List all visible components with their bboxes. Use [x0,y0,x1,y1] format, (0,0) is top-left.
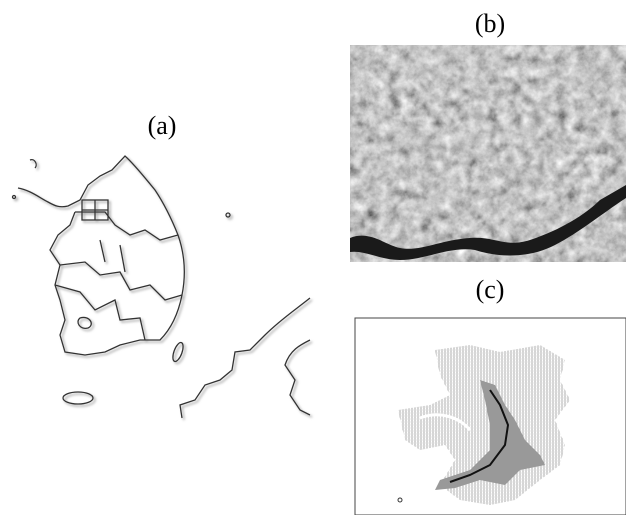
island [78,317,91,328]
satellite-image [350,45,626,262]
page: {"panels": [{"label": "(a)"}, {"label": … [0,0,626,515]
korea-map [13,156,311,418]
island [171,341,185,363]
study-area-grid [82,200,108,220]
panel-label: (c) [476,275,505,304]
coast [30,160,36,168]
island [13,196,16,199]
grid-map [355,318,626,515]
figure: (a) (b) (c) [0,0,626,515]
japan-coast [180,298,310,418]
peninsula-outline [18,156,184,355]
province-border [75,212,178,240]
island [226,213,230,217]
province-border [60,262,182,300]
panel-label: (a) [148,111,177,140]
panel-label: (b) [475,9,505,38]
jeju-island [63,392,93,404]
image-texture [350,45,626,262]
